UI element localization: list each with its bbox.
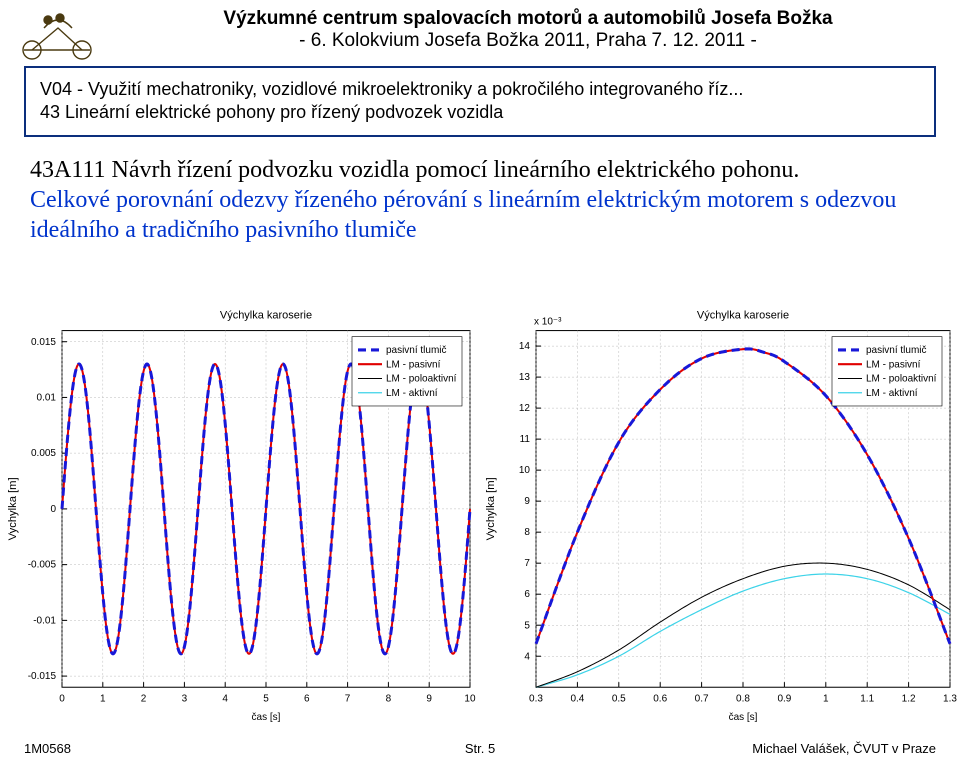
charts-row: 012345678910-0.015-0.01-0.00500.0050.010… — [0, 300, 960, 728]
header-subtitle: - 6. Kolokvium Josefa Božka 2011, Praha … — [110, 30, 946, 52]
svg-text:Výchylka karoserie: Výchylka karoserie — [697, 309, 789, 321]
svg-text:10: 10 — [519, 465, 530, 476]
svg-text:LM - pasivní: LM - pasivní — [386, 359, 441, 370]
svg-text:0.5: 0.5 — [612, 693, 626, 704]
svg-text:5: 5 — [524, 620, 530, 631]
svg-text:čas [s]: čas [s] — [252, 712, 281, 723]
header: Výzkumné centrum spalovacích motorů a au… — [0, 0, 960, 62]
svg-text:Vychylka [m]: Vychylka [m] — [7, 477, 19, 540]
footer-mid: Str. 5 — [465, 741, 495, 756]
svg-text:0: 0 — [50, 504, 56, 515]
footer-left: 1M0568 — [24, 741, 71, 756]
svg-text:Vychylka [m]: Vychylka [m] — [485, 477, 497, 540]
svg-text:1.2: 1.2 — [902, 693, 916, 704]
svg-text:4: 4 — [222, 693, 228, 704]
svg-text:7: 7 — [345, 693, 351, 704]
svg-text:0.8: 0.8 — [736, 693, 750, 704]
svg-text:x 10⁻³: x 10⁻³ — [534, 316, 562, 327]
svg-text:0.01: 0.01 — [37, 392, 57, 403]
footer-right: Michael Valášek, ČVUT v Praze — [752, 741, 936, 756]
header-title-block: Výzkumné centrum spalovacích motorů a au… — [110, 8, 946, 52]
svg-text:-0.01: -0.01 — [33, 615, 56, 626]
svg-text:7: 7 — [524, 558, 530, 569]
svg-text:-0.015: -0.015 — [28, 671, 57, 682]
svg-text:0.6: 0.6 — [653, 693, 667, 704]
svg-text:1.3: 1.3 — [943, 693, 957, 704]
svg-text:9: 9 — [524, 496, 530, 507]
svg-text:0.005: 0.005 — [31, 448, 56, 459]
body-text: 43A111 Návrh řízení podvozku vozidla pom… — [30, 155, 930, 245]
svg-text:pasivní tlumič: pasivní tlumič — [386, 345, 446, 356]
svg-text:čas [s]: čas [s] — [729, 712, 758, 723]
svg-text:10: 10 — [464, 693, 475, 704]
svg-text:1.1: 1.1 — [860, 693, 874, 704]
svg-text:pasivní tlumič: pasivní tlumič — [866, 345, 926, 356]
logo-icon — [14, 8, 102, 62]
svg-text:1: 1 — [823, 693, 829, 704]
box-line-1: V04 - Využití mechatroniky, vozidlové mi… — [40, 78, 920, 101]
svg-text:1: 1 — [100, 693, 106, 704]
svg-text:0.9: 0.9 — [777, 693, 791, 704]
task-title: 43A111 Návrh řízení podvozku vozidla pom… — [30, 155, 930, 185]
svg-text:0.015: 0.015 — [31, 337, 56, 348]
svg-text:LM - pasivní: LM - pasivní — [866, 359, 921, 370]
chart-right: 0.3 0.4 0.5 0.6 0.7 0.8 0.9 1 1.1 1.2 1.3 4 5 6 7 8 9 10 1… — [480, 300, 960, 728]
svg-text:2: 2 — [141, 693, 147, 704]
svg-text:LM - poloaktivní: LM - poloaktivní — [386, 373, 457, 384]
svg-text:0: 0 — [59, 693, 65, 704]
box-line-2: 43 Lineární elektrické pohony pro řízený… — [40, 101, 920, 124]
svg-text:LM - aktivní: LM - aktivní — [386, 388, 438, 399]
svg-text:3: 3 — [182, 693, 188, 704]
svg-text:LM - aktivní: LM - aktivní — [866, 388, 918, 399]
svg-text:0.7: 0.7 — [695, 693, 709, 704]
comparison-text: Celkové porovnání odezvy řízeného pérová… — [30, 185, 930, 245]
svg-text:12: 12 — [519, 403, 530, 414]
svg-text:11: 11 — [520, 434, 531, 445]
footer: 1M0568 Str. 5 Michael Valášek, ČVUT v Pr… — [0, 741, 960, 756]
context-box: V04 - Využití mechatroniky, vozidlové mi… — [24, 66, 936, 137]
svg-text:-0.005: -0.005 — [28, 560, 57, 571]
svg-text:14: 14 — [519, 341, 530, 352]
svg-text:0.3: 0.3 — [529, 693, 543, 704]
svg-text:6: 6 — [304, 693, 310, 704]
svg-text:13: 13 — [519, 372, 530, 383]
svg-text:6: 6 — [524, 589, 530, 600]
svg-text:4: 4 — [524, 651, 530, 662]
svg-text:8: 8 — [524, 527, 530, 538]
header-title: Výzkumné centrum spalovacích motorů a au… — [110, 8, 946, 30]
chart-left: 0 1 2 3 4 5 6 7 8 9 10 -0.015 -0.01 -0.005 0 0.005 0.01 0… — [0, 300, 480, 728]
svg-text:0.4: 0.4 — [570, 693, 584, 704]
svg-text:Výchylka karoserie: Výchylka karoserie — [220, 309, 312, 321]
svg-text:8: 8 — [386, 693, 392, 704]
svg-text:5: 5 — [263, 693, 269, 704]
svg-text:9: 9 — [426, 693, 432, 704]
svg-text:LM - poloaktivní: LM - poloaktivní — [866, 373, 937, 384]
